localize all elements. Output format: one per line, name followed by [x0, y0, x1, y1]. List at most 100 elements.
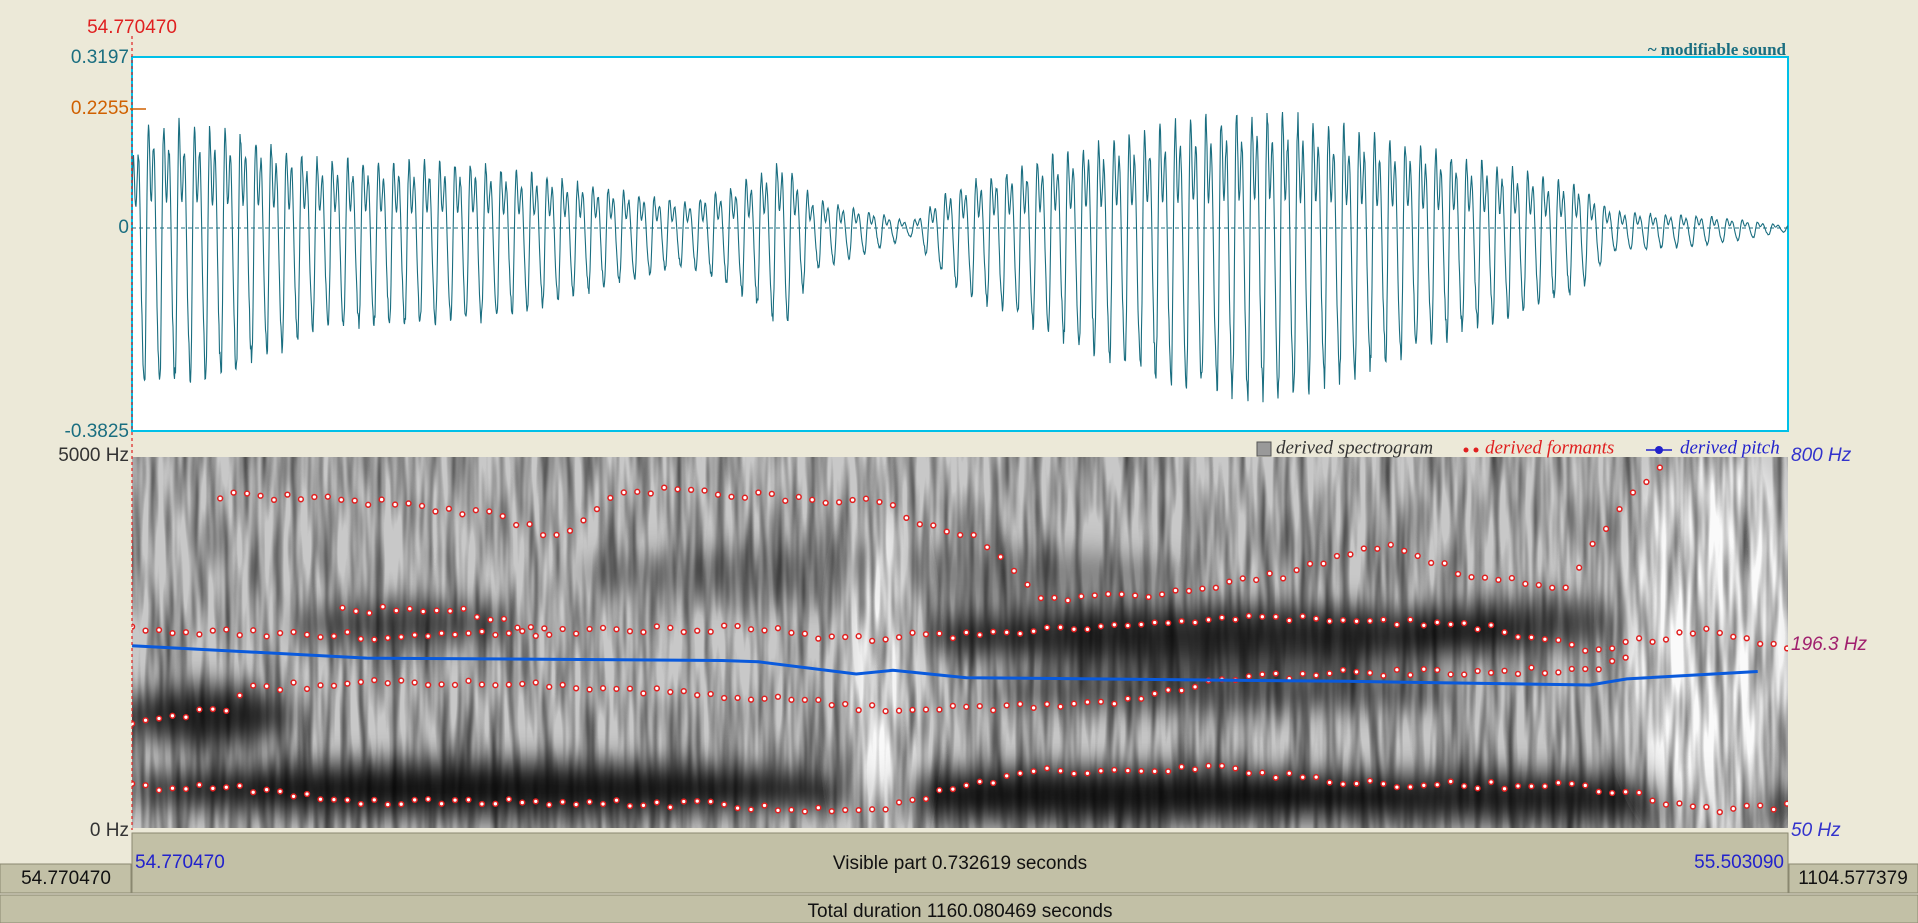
formant-dot: [1299, 613, 1306, 620]
formant-dot: [1474, 667, 1481, 675]
formant-dot: [424, 681, 432, 689]
formant-dot: [513, 521, 520, 529]
formant-dot: [1689, 803, 1697, 810]
formant-dot: [1582, 665, 1589, 673]
formant-dot: [1272, 670, 1279, 677]
formant-dot: [1326, 670, 1333, 677]
formant-dot: [1010, 567, 1018, 575]
formant-dot: [182, 785, 190, 793]
formant-dot: [1461, 620, 1468, 627]
formant-dot: [1070, 626, 1078, 633]
formant-dot: [599, 800, 607, 808]
formant-dot: [465, 630, 472, 637]
formant-dot: [720, 622, 728, 629]
formant-dot: [667, 804, 674, 811]
formant-dot: [236, 782, 243, 789]
formant-dot: [828, 633, 835, 640]
total-duration-bar[interactable]: [0, 894, 1918, 923]
formant-dot: [1084, 698, 1091, 706]
formant-dot: [1313, 774, 1320, 781]
visible-part-bar[interactable]: [131, 832, 1789, 894]
formant-dot: [460, 605, 467, 612]
formant-dot: [330, 796, 338, 803]
formant-dot: [701, 487, 708, 494]
formant-dot: [1609, 658, 1616, 665]
formant-dot: [1339, 617, 1347, 624]
formant-dot: [438, 800, 445, 807]
formant-dot: [1239, 575, 1246, 582]
formant-dot: [809, 496, 816, 503]
formant-dot: [1656, 464, 1664, 471]
formant-dot: [1205, 762, 1212, 769]
formant-dot: [352, 608, 360, 615]
window-right-bar[interactable]: [1788, 863, 1918, 894]
formant-dot: [1730, 805, 1737, 812]
formant-dot: [849, 496, 856, 504]
formant-dot: [505, 796, 513, 803]
formant-dot: [263, 786, 270, 793]
freq-min-label: 0 Hz: [90, 820, 129, 841]
formant-dot: [451, 681, 459, 689]
formant-dot: [1172, 587, 1179, 594]
formant-dot: [613, 626, 620, 633]
formant-dot: [1151, 619, 1158, 626]
formant-dot: [936, 630, 943, 637]
formant-dot: [384, 680, 391, 687]
formant-dot: [667, 624, 674, 631]
legend-pitch-icon: [1655, 446, 1663, 454]
formant-dot: [505, 681, 513, 688]
formant-dot: [1783, 800, 1788, 807]
formant-dot: [680, 628, 687, 636]
formant-dot: [1407, 671, 1414, 679]
formant-dot: [1016, 630, 1024, 637]
formant-dot: [1003, 702, 1010, 709]
window-left-bar[interactable]: [0, 863, 132, 894]
formant-dot: [842, 633, 849, 641]
formant-dot: [936, 787, 943, 794]
formant-dot: [694, 691, 701, 699]
formant-dot: [1380, 616, 1387, 623]
formant-dot: [653, 685, 661, 692]
formant-dot: [895, 799, 903, 806]
formant-dot: [1622, 788, 1629, 796]
formant-dot: [182, 714, 190, 721]
formant-dot: [1131, 592, 1139, 599]
formant-dot: [1555, 669, 1562, 676]
formant-dot: [438, 681, 445, 688]
legend-formant-icon: [1463, 447, 1469, 453]
formant-dot: [1353, 668, 1360, 676]
formant-dot: [290, 679, 297, 686]
formant-dot: [613, 797, 620, 804]
formant-dot: [1427, 559, 1435, 567]
formant-dot: [317, 796, 324, 803]
formant-dot: [559, 625, 566, 633]
formant-dot: [586, 798, 593, 806]
formant-dot: [957, 531, 964, 539]
formant-dot: [862, 495, 870, 502]
formant-dot: [223, 626, 230, 633]
pitch-min-label: 50 Hz: [1791, 820, 1841, 841]
formant-dot: [438, 630, 445, 637]
formant-dot: [707, 798, 714, 805]
formant-dot: [741, 494, 749, 501]
formant-dot: [1266, 570, 1273, 577]
formant-dot: [546, 801, 553, 808]
formant-dot: [640, 628, 647, 636]
formant-dot: [1326, 618, 1333, 625]
formant-dot: [1468, 573, 1475, 581]
formant-dot: [889, 502, 897, 509]
formant-dot: [142, 717, 149, 724]
formant-dot: [1380, 672, 1387, 679]
formant-dot: [626, 802, 634, 810]
formant-dot: [909, 629, 916, 636]
formant-dot: [1064, 597, 1072, 604]
formant-dot: [1353, 780, 1360, 787]
formant-dot: [142, 782, 149, 789]
formant-dot: [1582, 782, 1589, 789]
formant-dot: [613, 685, 620, 692]
y-marker-label: 0.2255: [71, 98, 129, 119]
formant-dot: [1138, 767, 1145, 775]
formant-dot: [559, 798, 566, 806]
formant-dot: [1151, 690, 1158, 697]
formant-dot: [949, 702, 957, 709]
